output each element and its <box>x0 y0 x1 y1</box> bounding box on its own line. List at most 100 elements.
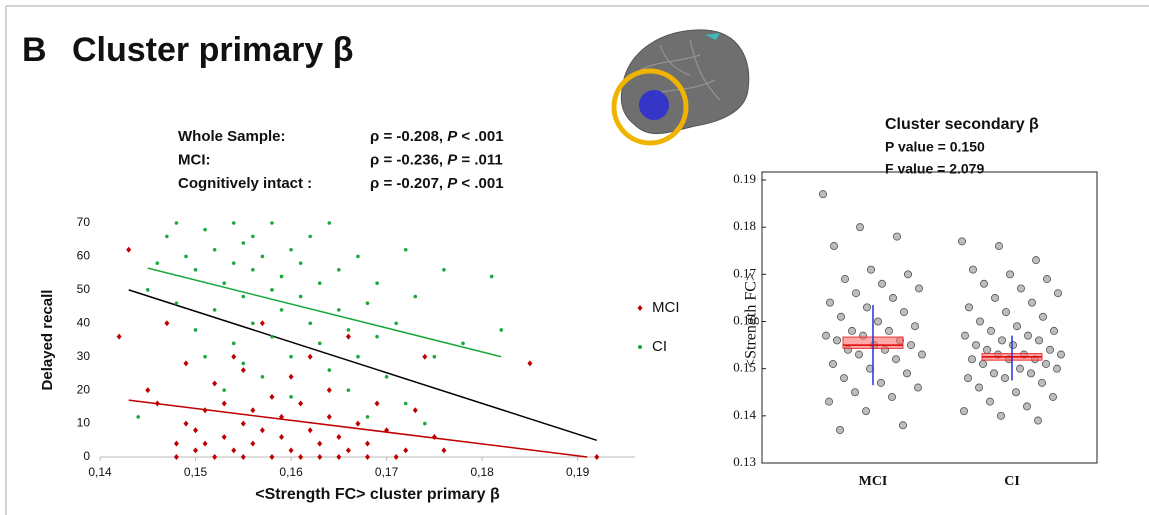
point <box>298 400 304 407</box>
point <box>183 360 189 367</box>
point <box>193 447 199 454</box>
panel-label: B <box>22 31 47 69</box>
point <box>422 353 428 360</box>
point <box>968 355 977 364</box>
point <box>279 433 285 440</box>
point <box>830 242 839 251</box>
stat-part: ρ = -0.207, <box>370 175 447 192</box>
y-tick-label: 30 <box>77 349 91 363</box>
point <box>900 308 909 317</box>
point <box>403 247 408 252</box>
point <box>969 265 978 274</box>
point <box>231 341 236 346</box>
legend-marker <box>637 305 643 311</box>
point <box>212 247 217 252</box>
point <box>432 354 437 359</box>
point <box>1024 331 1033 340</box>
legend-marker <box>638 345 642 349</box>
point <box>874 317 883 326</box>
stat-part: < .001 <box>457 128 503 145</box>
point <box>848 326 857 335</box>
point <box>915 284 924 293</box>
y-tick-label: 70 <box>77 215 91 229</box>
point <box>960 407 969 416</box>
point <box>279 274 284 279</box>
point <box>403 447 409 454</box>
point <box>365 415 370 419</box>
point <box>527 360 533 367</box>
point <box>317 281 322 285</box>
point <box>986 397 995 406</box>
point <box>250 407 256 414</box>
point <box>154 400 160 407</box>
point <box>183 420 189 427</box>
point <box>1057 350 1066 359</box>
point <box>221 433 227 440</box>
y-tick-label: 0.13 <box>733 454 756 469</box>
point <box>317 341 322 346</box>
point <box>1012 388 1021 397</box>
point <box>279 308 284 312</box>
point <box>337 268 341 272</box>
point <box>240 367 246 374</box>
point <box>231 353 237 360</box>
point <box>1054 289 1063 298</box>
point <box>212 308 217 312</box>
y-axis-label: Delayed recall <box>39 290 56 391</box>
point <box>259 427 265 434</box>
stat-label: Cognitively intact : <box>178 175 312 192</box>
point <box>251 268 255 272</box>
point <box>893 232 902 241</box>
point <box>240 454 246 460</box>
point <box>878 279 887 288</box>
point <box>991 293 1000 302</box>
point <box>826 298 835 307</box>
point <box>403 401 408 406</box>
point <box>365 454 370 460</box>
legend-label: CI <box>652 338 667 355</box>
point <box>298 261 303 265</box>
point <box>136 415 141 419</box>
point <box>1049 392 1058 401</box>
point <box>851 388 860 397</box>
point <box>270 334 274 339</box>
point <box>885 326 894 335</box>
point <box>1039 312 1048 321</box>
point <box>269 393 275 400</box>
point <box>1035 336 1044 345</box>
point <box>307 353 313 360</box>
y-tick-label: 40 <box>77 315 91 329</box>
point <box>1017 284 1026 293</box>
point <box>222 388 226 392</box>
point <box>346 328 351 332</box>
y-tick-label: 0.17 <box>733 265 756 280</box>
point <box>856 223 865 232</box>
stat-part: P <box>447 151 458 168</box>
subtitle: P value = 0.150 <box>885 139 985 155</box>
point <box>221 400 227 407</box>
point <box>836 425 845 434</box>
point <box>907 341 916 350</box>
point <box>412 407 418 414</box>
point <box>327 368 332 372</box>
y-tick-label: 0.15 <box>733 360 756 375</box>
point <box>980 279 989 288</box>
point <box>241 361 246 366</box>
point <box>231 447 237 454</box>
brain-illustration <box>611 29 750 146</box>
point <box>892 355 901 364</box>
x-tick-label: 0,19 <box>566 465 590 479</box>
point <box>174 301 179 306</box>
point <box>250 440 256 447</box>
point <box>911 322 920 331</box>
point <box>888 392 897 401</box>
point <box>837 312 846 321</box>
point <box>212 380 218 387</box>
point <box>958 237 967 246</box>
point <box>1002 308 1011 317</box>
point <box>259 320 265 327</box>
point <box>461 341 465 346</box>
point <box>327 221 332 225</box>
point <box>442 268 446 272</box>
x-tick-label: MCI <box>859 474 888 489</box>
